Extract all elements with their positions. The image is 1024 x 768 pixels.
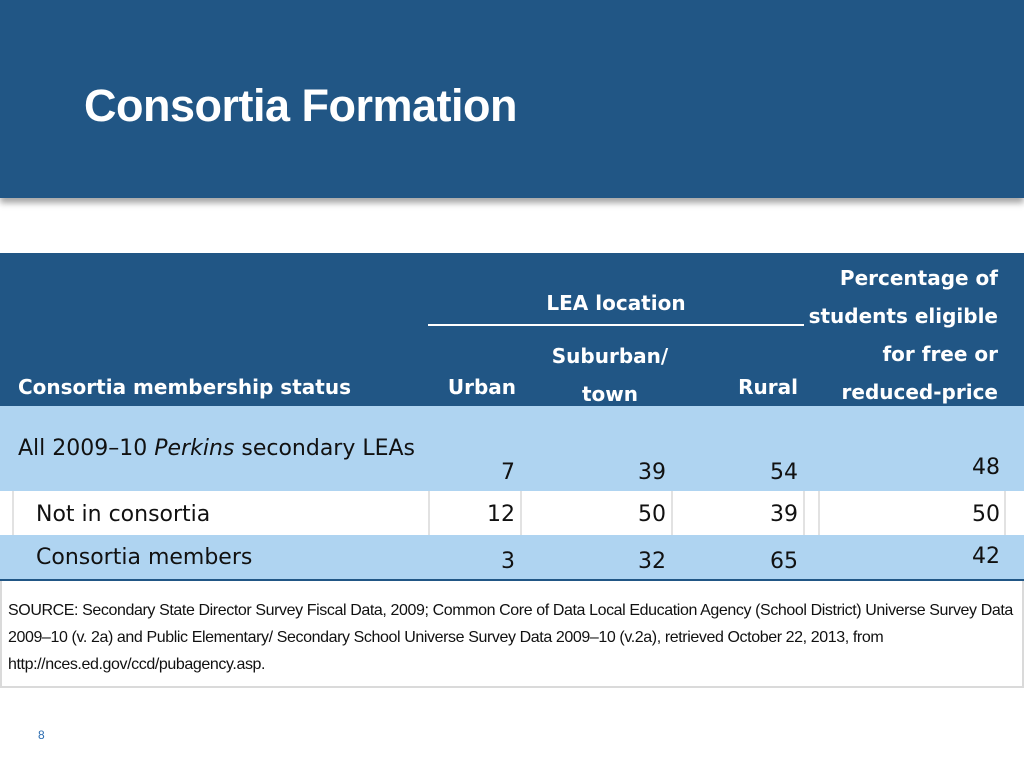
cell-percentage: 48 xyxy=(972,455,1000,480)
data-table: Consortia membership status LEA location… xyxy=(0,253,1024,688)
column-separator xyxy=(803,491,805,535)
header-suburban: Suburban/ town xyxy=(530,337,690,413)
header-lea-location: LEA location xyxy=(546,291,686,315)
table-row-consortia-members: Consortia members 3 32 65 42 xyxy=(0,535,1024,581)
table-row-not-in-consortia: Not in consortia 12 50 39 50 xyxy=(0,491,1024,535)
row-label-pre: All 2009–10 xyxy=(18,436,155,461)
header-rural: Rural xyxy=(738,375,798,399)
header-pct-line3: for free or xyxy=(882,342,998,366)
column-separator xyxy=(12,491,14,535)
header-group-rule xyxy=(428,324,804,326)
column-separator xyxy=(818,491,820,535)
slide-title: Consortia Formation xyxy=(84,80,518,131)
cell-suburban: 39 xyxy=(638,460,666,485)
cell-urban: 3 xyxy=(501,549,515,574)
header-pct-line4: reduced-price xyxy=(841,380,998,404)
header-suburban-line1: Suburban/ xyxy=(551,344,669,368)
cell-percentage: 50 xyxy=(972,502,1000,527)
column-separator xyxy=(428,491,430,535)
cell-rural: 65 xyxy=(770,549,798,574)
header-percentage: Percentage of students eligible for free… xyxy=(809,259,998,411)
header-pct-line1: Percentage of xyxy=(839,266,998,290)
row-label-italic: Perkins xyxy=(154,436,235,461)
title-bar: Consortia Formation xyxy=(0,0,1024,198)
column-separator xyxy=(671,491,673,535)
header-pct-line2: students eligible xyxy=(808,304,998,328)
cell-percentage: 42 xyxy=(972,544,1000,569)
source-note: SOURCE: Secondary State Director Survey … xyxy=(0,581,1024,688)
row-label: All 2009–10 Perkins secondary LEAs xyxy=(18,436,415,461)
column-separator xyxy=(520,491,522,535)
cell-suburban: 32 xyxy=(638,549,666,574)
cell-rural: 39 xyxy=(770,502,798,527)
page-number: 8 xyxy=(38,728,45,742)
table-header: Consortia membership status LEA location… xyxy=(0,253,1024,406)
column-separator xyxy=(1004,491,1006,535)
row-label: Not in consortia xyxy=(36,502,211,527)
row-label: Consortia members xyxy=(36,545,253,570)
table-row-all-leas: All 2009–10 Perkins secondary LEAs 7 39 … xyxy=(0,406,1024,491)
cell-suburban: 50 xyxy=(638,502,666,527)
cell-urban: 7 xyxy=(501,460,515,485)
header-urban: Urban xyxy=(447,375,516,399)
header-status: Consortia membership status xyxy=(18,375,351,399)
row-label-post: secondary LEAs xyxy=(234,436,416,461)
header-suburban-line2: town xyxy=(581,382,638,406)
cell-urban: 12 xyxy=(487,502,515,527)
cell-rural: 54 xyxy=(770,460,798,485)
